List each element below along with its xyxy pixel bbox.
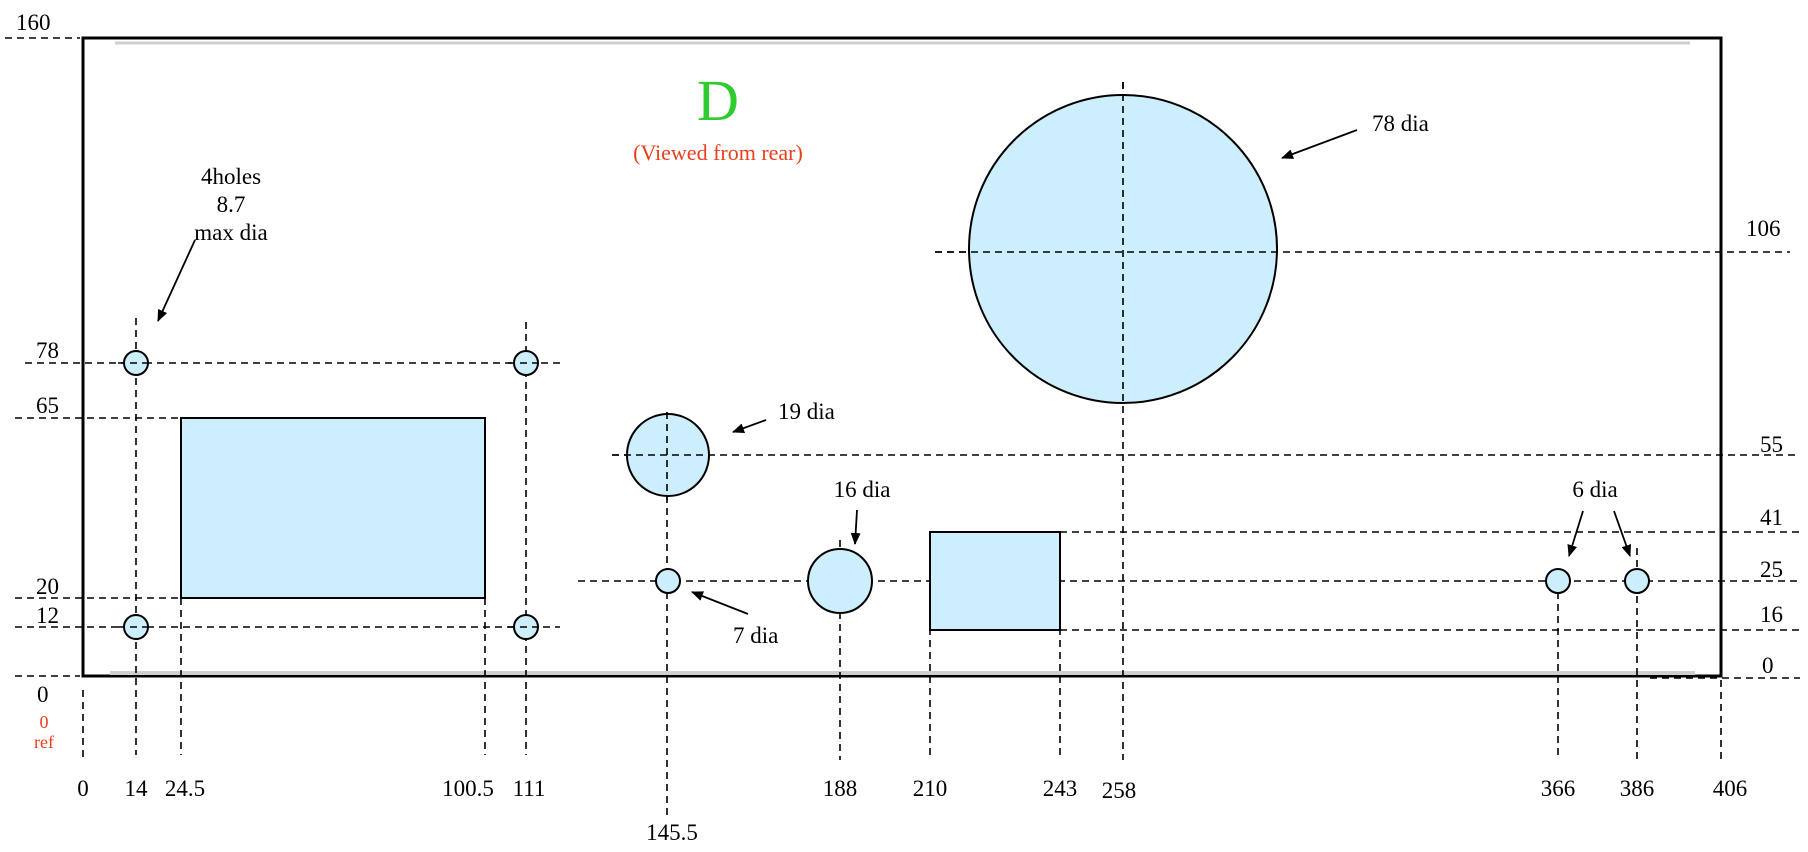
- leader-arrows: [157, 129, 1632, 615]
- arrow-6-dia-a: [1567, 510, 1584, 557]
- dim-x366: 366: [1541, 776, 1576, 801]
- dim-y16: 16: [1760, 602, 1783, 627]
- label-7-dia: 7 dia: [733, 623, 778, 648]
- arrow-7-dia: [691, 591, 749, 615]
- drawing-subtitle: (Viewed from rear): [633, 140, 803, 165]
- holes-note-line3: max dia: [194, 220, 267, 245]
- hole-7-dia: [655, 568, 681, 594]
- dim-y12: 12: [36, 603, 59, 628]
- dim-x243: 243: [1043, 776, 1078, 801]
- arrow-6-dia-b: [1613, 510, 1632, 557]
- arrow-19-dia: [732, 419, 767, 433]
- reference-lines: [5, 37, 1800, 818]
- dim-x0: 0: [77, 776, 89, 801]
- dim-x210: 210: [913, 776, 948, 801]
- dim-y0-left: 0: [37, 682, 49, 707]
- label-6-dia: 6 dia: [1572, 477, 1617, 502]
- dim-x24_5: 24.5: [165, 776, 205, 801]
- ref-zero: 0: [40, 712, 49, 732]
- arrow-4holes: [157, 239, 196, 322]
- label-78-dia: 78 dia: [1372, 111, 1429, 136]
- rect-cutout-small: [929, 531, 1061, 631]
- arrow-16-dia: [850, 509, 861, 545]
- drawing-title: D: [697, 68, 739, 133]
- dim-y160: 160: [16, 10, 51, 35]
- centre-lines: [118, 82, 1280, 628]
- holes-note-line1: 4holes: [201, 164, 261, 189]
- dim-y20: 20: [36, 574, 59, 599]
- dim-x14: 14: [125, 776, 149, 801]
- rect-cutout-left: [180, 417, 486, 599]
- dim-x100_5: 100.5: [442, 776, 494, 801]
- dim-y55: 55: [1760, 432, 1783, 457]
- hole-6-dia-a: [1545, 568, 1571, 594]
- label-16-dia: 16 dia: [834, 477, 891, 502]
- label-19-dia: 19 dia: [778, 399, 835, 424]
- dim-x145_5: 145.5: [646, 820, 698, 845]
- dim-y41: 41: [1760, 505, 1783, 530]
- arrow-78-dia: [1281, 129, 1358, 159]
- dim-y78: 78: [36, 338, 59, 363]
- dim-y0-right: 0: [1762, 653, 1774, 678]
- dim-y25: 25: [1760, 557, 1783, 582]
- dim-x258: 258: [1102, 778, 1137, 803]
- dim-x111: 111: [513, 776, 546, 801]
- holes-note-line2: 8.7: [217, 192, 246, 217]
- dim-y106: 106: [1746, 216, 1781, 241]
- dim-x386: 386: [1620, 776, 1655, 801]
- dim-x406: 406: [1713, 776, 1748, 801]
- dim-y65: 65: [36, 393, 59, 418]
- ref-label: ref: [34, 732, 54, 752]
- hole-78-dia: [968, 94, 1278, 404]
- dim-x188: 188: [823, 776, 858, 801]
- hole-16-dia: [807, 548, 873, 614]
- hole-6-dia-b: [1624, 568, 1650, 594]
